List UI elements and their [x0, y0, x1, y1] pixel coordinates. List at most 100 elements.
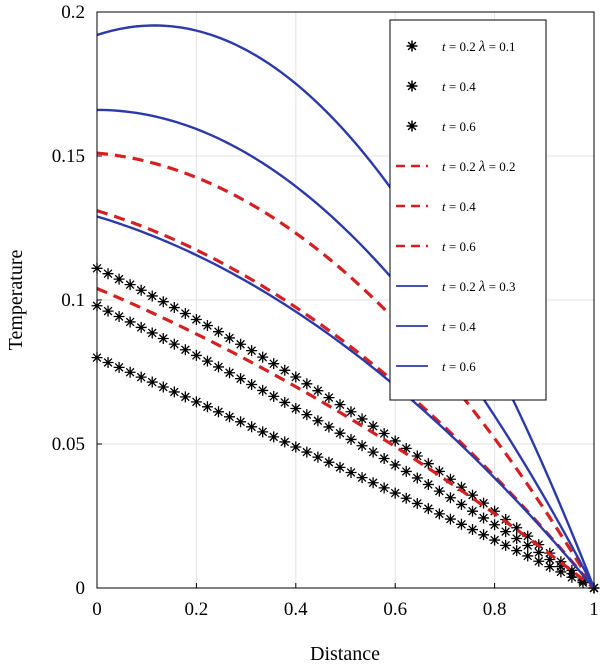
series-0-point-17	[279, 364, 291, 376]
series-2-point-4	[135, 371, 147, 383]
series-1-point-9	[190, 349, 202, 361]
series-2-point-44	[577, 577, 589, 589]
legend-entry-6: t = 0.2 λ = 0.3	[396, 279, 516, 295]
legend-entry-0: t = 0.2 λ = 0.1	[406, 39, 516, 55]
legend-marker-star	[406, 40, 418, 52]
series-2-point-11	[212, 406, 224, 418]
legend-entry-1: t = 0.4	[406, 79, 476, 94]
series-0-point-25	[367, 420, 379, 432]
legend-entry-8: t = 0.6	[396, 359, 476, 374]
series-1-point-30	[422, 479, 434, 491]
series-1-point-33	[455, 498, 467, 510]
series-1-point-26	[378, 453, 390, 464]
series-2-point-10	[201, 401, 213, 413]
series-2-point-21	[323, 456, 335, 468]
series-2-point-22	[334, 461, 346, 473]
y-tick-label-2: 0.1	[61, 290, 85, 311]
series-1-point-5	[146, 327, 158, 339]
series-1-point-6	[157, 333, 169, 344]
x-tick-label-3: 0.6	[383, 599, 407, 620]
series-2-point-24	[356, 472, 368, 484]
series-0-point-20	[312, 385, 324, 397]
series-0-point-11	[212, 326, 224, 338]
series-2-point-8	[179, 391, 191, 403]
series-2-point-13	[235, 416, 247, 428]
legend-label: t = 0.2 λ = 0.3	[442, 279, 516, 295]
series-0-point-23	[345, 406, 357, 418]
series-2-point-37	[500, 539, 512, 551]
series-0-point-31	[433, 465, 445, 477]
y-axis-label: Temperature	[5, 249, 27, 350]
legend: t = 0.2 λ = 0.1 t = 0.4 t = 0.6 t = 0.2 λ =…	[389, 19, 547, 401]
series-2-point-3	[124, 366, 136, 378]
series-2-point-32	[444, 513, 456, 525]
series-0-point-3	[124, 279, 136, 291]
legend-label: t = 0.4	[442, 79, 476, 94]
series-2-point-38	[511, 545, 523, 557]
series-1-point-4	[135, 321, 147, 333]
y-tick-label-0: 0	[76, 578, 86, 599]
series-2-point-15	[257, 426, 269, 438]
series-0-point-4	[135, 284, 147, 296]
series-2-point-28	[400, 492, 412, 504]
series-0-point-26	[378, 428, 390, 440]
series-1-point-20	[312, 415, 324, 427]
series-0-point-16	[268, 358, 280, 370]
series-2-point-23	[345, 466, 357, 478]
series-0-point-36	[489, 505, 501, 517]
series-2-point-25	[367, 477, 379, 489]
series-2-point-9	[190, 396, 202, 408]
series-1-point-38	[511, 533, 523, 545]
series-2-point-36	[489, 534, 501, 546]
series-0-point-38	[511, 522, 523, 534]
legend-entry-3: t = 0.2 λ = 0.2	[396, 159, 516, 175]
series-1-point-21	[323, 421, 335, 433]
series-0-point-35	[478, 497, 490, 509]
series-0-point-28	[400, 442, 412, 454]
series-1-point-15	[257, 384, 269, 396]
series-0-point-14	[246, 345, 258, 357]
series-2-point-6	[157, 381, 169, 393]
legend-label: t = 0.6	[442, 119, 476, 134]
series-0-point-7	[168, 302, 180, 314]
series-1-point-35	[478, 512, 490, 524]
series-1-point-28	[400, 465, 412, 477]
y-tick-label-1: 0.05	[52, 434, 85, 455]
legend-entry-2: t = 0.6	[406, 119, 476, 134]
legend-marker-star	[406, 80, 418, 92]
legend-box	[389, 19, 547, 401]
legend-entry-4: t = 0.4	[396, 199, 476, 214]
series-0-point-24	[356, 413, 368, 425]
series-0-point-39	[522, 530, 534, 542]
series-1-point-1	[102, 305, 114, 317]
series-2-point-16	[268, 431, 280, 443]
series-1-point-10	[201, 355, 213, 367]
series-0-point-15	[257, 351, 269, 363]
series-0-point-22	[334, 399, 346, 411]
axis-ticks: 0 0.2 0.4 0.6 0.8 1 0 0.05 0.1 0.15 0.2	[52, 2, 599, 620]
legend-label: t = 0.2 λ = 0.2	[442, 159, 516, 175]
series-2-point-19	[301, 446, 313, 458]
series-1-point-12	[224, 367, 236, 379]
series-2-point-27	[389, 487, 401, 499]
series-0-point-1	[102, 268, 114, 280]
series-1-point-7	[168, 338, 180, 350]
series-2-point-29	[411, 497, 423, 509]
series-1-point-18	[290, 403, 302, 414]
series-1-point-16	[268, 390, 280, 402]
series-1-point-41	[544, 553, 556, 565]
series-1-point-17	[279, 396, 291, 408]
series-2-point-14	[246, 421, 258, 433]
series-2-point-33	[455, 518, 467, 530]
series-2-point-34	[467, 524, 479, 536]
series-0-point-21	[323, 392, 335, 404]
series-2-point-1	[102, 356, 114, 368]
x-tick-label-4: 0.8	[483, 599, 507, 620]
series-0-point-29	[411, 450, 423, 462]
series-0-point-34	[467, 489, 479, 501]
series-2-point-39	[522, 550, 534, 562]
series-2-point-17	[279, 436, 291, 448]
legend-entry-7: t = 0.4	[396, 319, 476, 334]
series-1-point-11	[212, 361, 224, 373]
